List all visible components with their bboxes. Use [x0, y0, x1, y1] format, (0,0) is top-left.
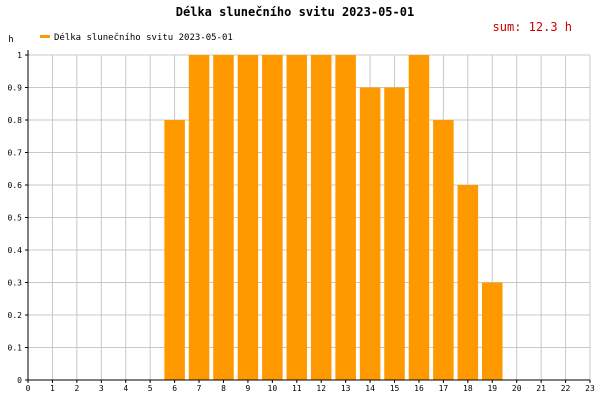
- x-tick-label: 4: [123, 384, 128, 393]
- x-tick-label: 11: [292, 384, 302, 393]
- legend-label: Délka slunečního svitu 2023-05-01: [54, 32, 233, 43]
- y-tick-label: 0.6: [8, 181, 23, 190]
- y-tick-label: 0.8: [8, 116, 23, 125]
- sum-label: sum: 12.3 h: [493, 20, 572, 34]
- x-tick-label: 12: [316, 384, 326, 393]
- y-tick-label: 0.7: [8, 149, 23, 158]
- bar-hour-19: [481, 282, 503, 380]
- y-tick-label: 0.1: [8, 344, 23, 353]
- x-tick-label: 8: [221, 384, 226, 393]
- bars: [164, 55, 503, 380]
- bar-hour-7: [188, 55, 210, 380]
- bar-hour-17: [433, 120, 454, 380]
- bar-hour-15: [384, 87, 405, 380]
- bar-hour-18: [457, 185, 479, 380]
- bar-hour-14: [359, 87, 381, 380]
- x-tick-label: 6: [172, 384, 177, 393]
- x-tick-label: 3: [99, 384, 104, 393]
- y-tick-label: 0.3: [8, 279, 23, 288]
- y-axis-label: h: [8, 35, 13, 45]
- x-tick-label: 9: [245, 384, 250, 393]
- x-tick-label: 21: [536, 384, 546, 393]
- x-tick-label: 20: [512, 384, 522, 393]
- chart-title: Délka slunečního svitu 2023-05-01: [176, 5, 414, 19]
- x-tick-label: 14: [365, 384, 375, 393]
- axes: [25, 50, 591, 383]
- x-tick-label: 13: [341, 384, 351, 393]
- x-tick-label: 2: [74, 384, 79, 393]
- x-tick-label: 17: [439, 384, 449, 393]
- x-tick-label: 18: [463, 384, 473, 393]
- bar-hour-16: [408, 55, 430, 380]
- bar-hour-8: [213, 55, 234, 380]
- bar-hour-9: [237, 55, 259, 380]
- legend: Délka slunečního svitu 2023-05-01: [40, 32, 233, 43]
- bar-hour-11: [286, 55, 308, 380]
- x-tick-label: 22: [561, 384, 571, 393]
- x-tick-label: 1: [50, 384, 55, 393]
- y-tick-label: 0.2: [8, 311, 23, 320]
- bar-hour-13: [335, 55, 356, 380]
- y-tick-label: 0: [17, 376, 22, 385]
- x-tick-label: 19: [487, 384, 497, 393]
- x-tick-label: 0: [26, 384, 31, 393]
- x-tick-label: 15: [390, 384, 400, 393]
- legend-swatch: [40, 35, 50, 38]
- y-tick-label: 0.4: [8, 246, 23, 255]
- x-tick-label: 5: [148, 384, 153, 393]
- y-tick-label: 1: [17, 51, 22, 60]
- x-tick-label: 10: [268, 384, 278, 393]
- bar-hour-12: [310, 55, 332, 380]
- x-tick-labels: 0 1 2 3 4 5 6 7 8 9 10 11 12 13 14 15 16 17 18 19 20 21 22 23: [26, 384, 595, 393]
- bar-hour-10: [262, 55, 283, 380]
- grid: [28, 54, 591, 380]
- x-tick-label: 7: [197, 384, 202, 393]
- y-tick-labels: 0 0.1 0.2 0.3 0.4 0.5 0.6 0.7 0.8 0.9 1: [8, 51, 23, 385]
- x-tick-label: 16: [414, 384, 424, 393]
- y-tick-label: 0.9: [8, 84, 23, 93]
- y-tick-label: 0.5: [8, 214, 23, 223]
- x-tick-label: 23: [585, 384, 595, 393]
- bar-hour-6: [164, 120, 185, 380]
